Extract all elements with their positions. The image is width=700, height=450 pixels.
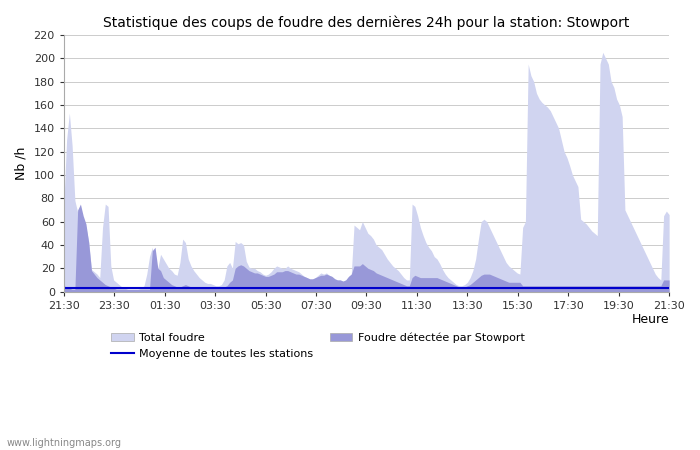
Text: www.lightningmaps.org: www.lightningmaps.org bbox=[7, 438, 122, 448]
Legend: Total foudre, Moyenne de toutes les stations, Foudre détectée par Stowport: Total foudre, Moyenne de toutes les stat… bbox=[107, 328, 529, 363]
Title: Statistique des coups de foudre des dernières 24h pour la station: Stowport: Statistique des coups de foudre des dern… bbox=[104, 15, 630, 30]
Text: Heure: Heure bbox=[631, 314, 669, 326]
Y-axis label: Nb /h: Nb /h bbox=[15, 147, 28, 180]
